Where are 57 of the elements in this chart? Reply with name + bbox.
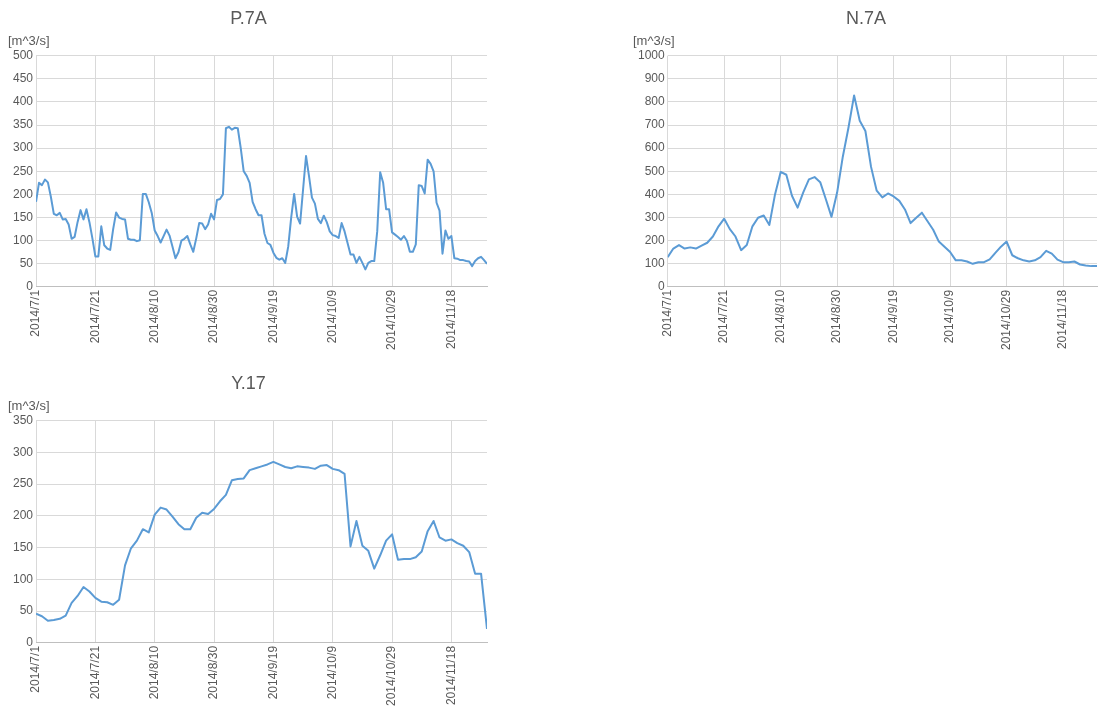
y-tick-label: 150 [12, 539, 34, 554]
y-tick-label: 300 [12, 444, 34, 459]
x-tick-label: 2014/8/10 [147, 645, 162, 700]
x-tick-label: 2014/8/10 [147, 289, 162, 344]
x-tick-label: 2014/7/21 [87, 645, 102, 700]
y-tick-label: 250 [12, 476, 34, 491]
x-tick-label: 2014/11/18 [443, 289, 458, 350]
y-tick-label: 1000 [637, 47, 666, 62]
x-tick-label: 2014/8/30 [206, 645, 221, 700]
y-tick-label: 150 [12, 209, 34, 224]
x-tick-label: 2014/8/30 [206, 289, 221, 344]
x-tick-label: 2014/8/10 [772, 289, 787, 344]
y-tick-label: 400 [12, 94, 34, 109]
x-tick-label: 2014/9/19 [265, 645, 280, 700]
chart-title: N.7A [845, 7, 887, 28]
y-tick-label: 200 [12, 508, 34, 523]
y-tick-label: 100 [644, 256, 666, 271]
y-tick-label: 800 [644, 94, 666, 109]
y-tick-label: 600 [644, 140, 666, 155]
x-tick-label: 2014/7/1 [660, 289, 675, 337]
x-tick-label: 2014/9/19 [265, 289, 280, 344]
x-tick-label: 2014/8/30 [829, 289, 844, 344]
x-tick-label: 2014/10/9 [942, 289, 957, 344]
chart-title: Y.17 [231, 372, 266, 393]
x-tick-label: 2014/10/29 [384, 645, 399, 706]
chart-title: P.7A [230, 7, 267, 28]
y-tick-label: 350 [12, 117, 34, 132]
y-axis-title: [m^3/s] [8, 397, 50, 413]
x-tick-label: 2014/7/21 [87, 289, 102, 344]
y-tick-label: 200 [644, 232, 666, 247]
y-tick-label: 50 [19, 256, 34, 271]
x-tick-label: 2014/10/29 [998, 289, 1013, 350]
y-tick-label: 400 [644, 186, 666, 201]
y-tick-label: 100 [12, 571, 34, 586]
x-tick-label: 2014/11/18 [1055, 289, 1070, 350]
y-tick-label: 200 [12, 186, 34, 201]
y-tick-label: 350 [12, 412, 34, 427]
y-axis-title: [m^3/s] [8, 32, 50, 48]
y-tick-label: 100 [12, 232, 34, 247]
y-tick-label: 900 [644, 71, 666, 86]
x-tick-label: 2014/7/1 [28, 289, 43, 337]
x-tick-label: 2014/7/21 [716, 289, 731, 344]
y-tick-label: 700 [644, 117, 666, 132]
y-axis-title: [m^3/s] [633, 32, 675, 48]
y-tick-label: 500 [644, 163, 666, 178]
x-tick-label: 2014/9/19 [885, 289, 900, 344]
y-tick-label: 50 [19, 603, 34, 618]
x-tick-label: 2014/10/29 [384, 289, 399, 350]
y-tick-label: 450 [12, 71, 34, 86]
x-tick-label: 2014/11/18 [443, 645, 458, 706]
x-tick-label: 2014/10/9 [325, 289, 340, 344]
y-tick-label: 250 [12, 163, 34, 178]
y-tick-label: 300 [644, 209, 666, 224]
x-tick-label: 2014/10/9 [325, 645, 340, 700]
y-tick-label: 300 [12, 140, 34, 155]
x-tick-label: 2014/7/1 [28, 645, 43, 693]
y-tick-label: 500 [12, 47, 34, 62]
